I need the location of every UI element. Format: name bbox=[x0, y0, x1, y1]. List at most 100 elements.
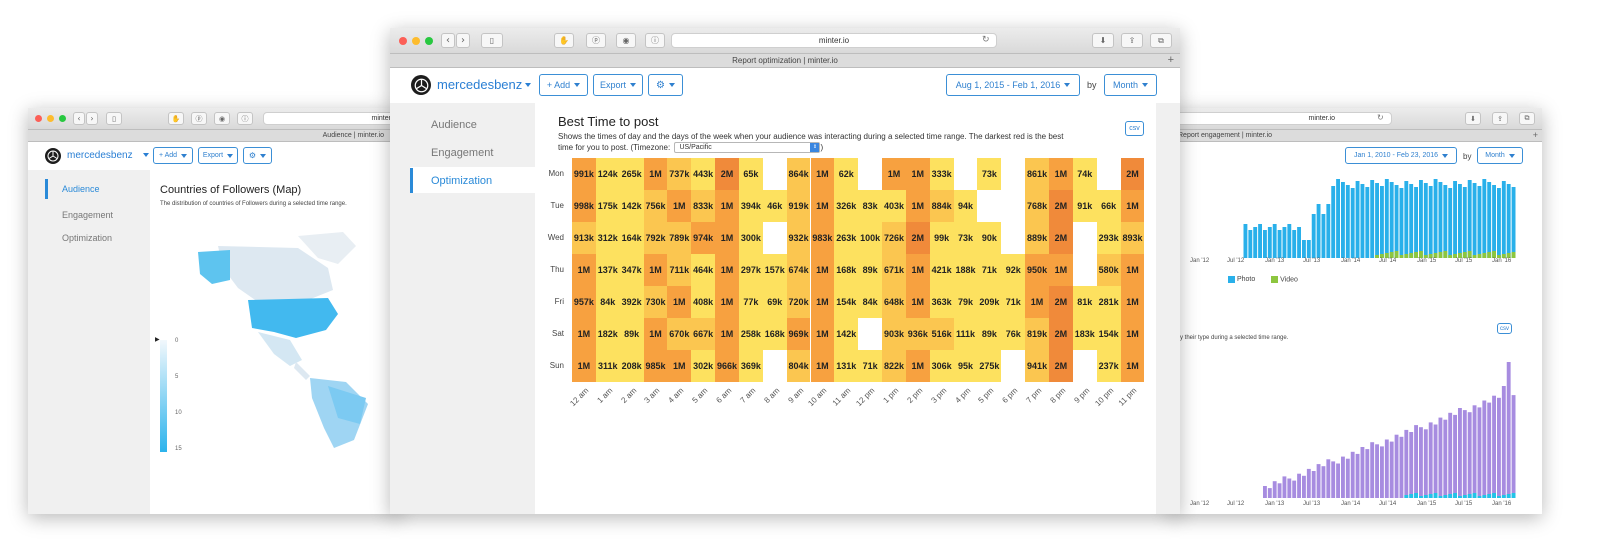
heatmap-cell[interactable]: 1M bbox=[1120, 286, 1145, 318]
zoom-dot-icon[interactable] bbox=[425, 37, 433, 45]
share-icon[interactable]: ⇪ bbox=[1492, 112, 1508, 125]
heatmap-cell[interactable]: 89k bbox=[977, 318, 1002, 350]
heatmap-cell[interactable]: 94k bbox=[953, 190, 978, 222]
heatmap-cell[interactable]: 74k bbox=[1072, 158, 1097, 190]
heatmap-cell[interactable]: 756k bbox=[643, 190, 668, 222]
heatmap-cell[interactable]: 275k bbox=[977, 350, 1002, 382]
nav-audience[interactable]: Audience bbox=[62, 184, 100, 194]
heatmap-cell[interactable]: 792k bbox=[643, 222, 668, 254]
heatmap-cell[interactable]: 1M bbox=[1120, 254, 1145, 286]
heatmap-cell[interactable]: 1M bbox=[715, 286, 739, 318]
heatmap-cell[interactable]: 137k bbox=[595, 254, 620, 286]
heatmap-cell[interactable]: 1M bbox=[1049, 254, 1073, 286]
back-icon[interactable]: ‹ bbox=[441, 33, 455, 48]
extension-icon[interactable]: ✋ bbox=[554, 33, 574, 48]
heatmap-cell[interactable]: 1M bbox=[905, 286, 930, 318]
heatmap-cell[interactable]: 1M bbox=[715, 222, 739, 254]
tabs-icon[interactable]: ⧉ bbox=[1150, 33, 1172, 48]
info-icon[interactable]: ⓘ bbox=[237, 112, 253, 125]
heatmap-cell[interactable]: 861k bbox=[1025, 158, 1049, 190]
heatmap-cell[interactable]: 258k bbox=[738, 318, 763, 350]
heatmap-cell[interactable]: 889k bbox=[1025, 222, 1049, 254]
share-icon[interactable]: ⇪ bbox=[1121, 33, 1143, 48]
pinterest-icon[interactable]: ⓟ bbox=[586, 33, 606, 48]
csv-button[interactable]: csv bbox=[1125, 121, 1144, 136]
forward-icon[interactable]: › bbox=[456, 33, 470, 48]
heatmap-cell[interactable]: 71k bbox=[858, 350, 883, 382]
heatmap-cell[interactable]: 580k bbox=[1096, 254, 1121, 286]
heatmap-cell[interactable]: 300k bbox=[738, 222, 763, 254]
heatmap-cell[interactable]: 347k bbox=[619, 254, 644, 286]
heatmap-cell[interactable]: 833k bbox=[691, 190, 716, 222]
heatmap-cell[interactable]: 1M bbox=[667, 190, 692, 222]
heatmap-cell[interactable] bbox=[858, 318, 883, 350]
heatmap-cell[interactable]: 932k bbox=[786, 222, 811, 254]
date-range-button[interactable]: Jan 1, 2010 - Feb 23, 2016 bbox=[1345, 147, 1457, 164]
heatmap-cell[interactable]: 969k bbox=[786, 318, 811, 350]
close-dot-icon[interactable] bbox=[35, 115, 42, 122]
settings-button[interactable]: ⚙ bbox=[648, 74, 683, 96]
heatmap-cell[interactable]: 73k bbox=[977, 158, 1002, 190]
heatmap-cell[interactable]: 1M bbox=[572, 350, 596, 382]
heatmap-cell[interactable]: 648k bbox=[882, 286, 906, 318]
heatmap-cell[interactable]: 667k bbox=[691, 318, 716, 350]
heatmap-cell[interactable]: 188k bbox=[953, 254, 978, 286]
heatmap-cell[interactable]: 164k bbox=[619, 222, 644, 254]
heatmap-cell[interactable]: 822k bbox=[882, 350, 906, 382]
heatmap-cell[interactable]: 311k bbox=[595, 350, 620, 382]
heatmap-cell[interactable]: 936k bbox=[905, 318, 930, 350]
heatmap-cell[interactable]: 168k bbox=[834, 254, 859, 286]
brand-dropdown-icon[interactable] bbox=[139, 152, 149, 159]
heatmap-cell[interactable]: 209k bbox=[977, 286, 1002, 318]
heatmap-cell[interactable]: 864k bbox=[786, 158, 811, 190]
heatmap-cell[interactable]: 1M bbox=[667, 286, 692, 318]
heatmap-cell[interactable]: 142k bbox=[834, 318, 859, 350]
url-bar[interactable]: minter.io bbox=[1170, 112, 1392, 125]
heatmap-cell[interactable]: 408k bbox=[691, 286, 716, 318]
heatmap-cell[interactable]: 720k bbox=[786, 286, 811, 318]
heatmap-cell[interactable]: 804k bbox=[786, 350, 811, 382]
brand-dropdown-icon[interactable] bbox=[521, 80, 531, 89]
heatmap-cell[interactable]: 71k bbox=[1001, 286, 1026, 318]
heatmap-cell[interactable]: 392k bbox=[619, 286, 644, 318]
heatmap-cell[interactable]: 46k bbox=[762, 190, 787, 222]
heatmap-cell[interactable]: 124k bbox=[595, 158, 620, 190]
heatmap-cell[interactable]: 175k bbox=[595, 190, 620, 222]
reload-icon[interactable]: ↻ bbox=[1377, 113, 1384, 122]
heatmap-cell[interactable]: 2M bbox=[1049, 190, 1073, 222]
period-button[interactable]: Month bbox=[1477, 147, 1523, 164]
heatmap-cell[interactable]: 333k bbox=[929, 158, 954, 190]
heatmap-cell[interactable]: 974k bbox=[691, 222, 716, 254]
heatmap-cell[interactable] bbox=[1096, 158, 1121, 190]
heatmap-cell[interactable]: 62k bbox=[834, 158, 859, 190]
heatmap-cell[interactable]: 1M bbox=[810, 158, 835, 190]
heatmap-cell[interactable] bbox=[1072, 222, 1097, 254]
heatmap-cell[interactable]: 76k bbox=[1001, 318, 1026, 350]
heatmap-cell[interactable]: 312k bbox=[595, 222, 620, 254]
heatmap-cell[interactable]: 92k bbox=[1001, 254, 1026, 286]
heatmap-cell[interactable]: 985k bbox=[643, 350, 668, 382]
date-range-button[interactable]: Aug 1, 2015 - Feb 1, 2016 bbox=[946, 74, 1080, 96]
heatmap-cell[interactable]: 1M bbox=[810, 286, 835, 318]
heatmap-cell[interactable]: 77k bbox=[738, 286, 763, 318]
heatmap-cell[interactable]: 83k bbox=[858, 190, 883, 222]
heatmap-cell[interactable]: 2M bbox=[905, 222, 930, 254]
add-button[interactable]: + Add bbox=[153, 147, 193, 164]
heatmap-cell[interactable] bbox=[762, 350, 787, 382]
zoom-dot-icon[interactable] bbox=[59, 115, 66, 122]
heatmap-cell[interactable] bbox=[977, 190, 1002, 222]
heatmap-cell[interactable]: 1M bbox=[643, 158, 668, 190]
heatmap-cell[interactable]: 1M bbox=[715, 318, 739, 350]
heatmap-cell[interactable]: 131k bbox=[834, 350, 859, 382]
heatmap-cell[interactable]: 516k bbox=[929, 318, 954, 350]
download-icon[interactable]: ⬇ bbox=[1465, 112, 1481, 125]
new-tab-icon[interactable]: + bbox=[1167, 54, 1174, 66]
heatmap-cell[interactable] bbox=[1001, 350, 1026, 382]
sidebar-icon[interactable]: ▯ bbox=[106, 112, 122, 125]
heatmap-cell[interactable]: 950k bbox=[1025, 254, 1049, 286]
heatmap-cell[interactable]: 326k bbox=[834, 190, 859, 222]
heatmap-cell[interactable]: 1M bbox=[715, 190, 739, 222]
forward-icon[interactable]: › bbox=[86, 112, 98, 125]
heatmap-cell[interactable]: 1M bbox=[1120, 350, 1145, 382]
minimize-dot-icon[interactable] bbox=[47, 115, 54, 122]
